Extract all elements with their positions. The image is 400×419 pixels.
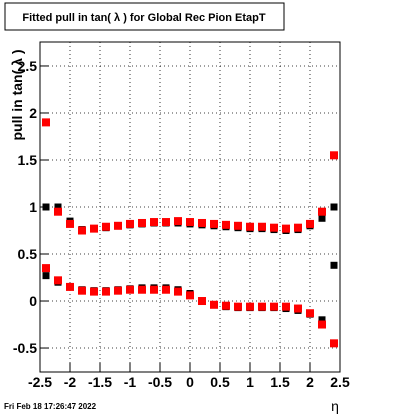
marker — [78, 286, 86, 295]
marker — [186, 218, 194, 227]
marker — [330, 203, 338, 211]
marker — [234, 302, 242, 311]
marker — [174, 287, 182, 296]
marker — [150, 285, 158, 294]
marker — [318, 214, 326, 222]
marker — [42, 272, 50, 280]
marker — [210, 300, 218, 309]
marker — [126, 219, 134, 228]
marker — [318, 316, 326, 324]
y-tick-label: 1.5 — [18, 152, 38, 168]
x-tick-label: -0.5 — [148, 374, 172, 390]
marker — [198, 218, 206, 227]
marker — [186, 291, 194, 300]
marker — [282, 302, 290, 311]
y-tick-label: 0 — [29, 293, 37, 309]
marker — [294, 223, 302, 232]
marker — [102, 287, 110, 296]
marker — [138, 285, 146, 294]
marker — [54, 276, 62, 285]
marker — [114, 221, 122, 230]
marker — [330, 151, 338, 160]
marker — [246, 222, 254, 231]
x-tick-label: 2 — [306, 374, 314, 390]
marker — [138, 218, 146, 227]
chart-title: Fitted pull in tan( λ ) for Global Rec P… — [22, 12, 266, 24]
marker — [90, 287, 98, 296]
marker — [258, 222, 266, 231]
marker — [246, 302, 254, 311]
y-tick-label: 0.5 — [18, 246, 38, 262]
marker — [318, 320, 326, 329]
y-tick-label: 2.5 — [18, 58, 38, 74]
marker — [42, 264, 50, 273]
marker — [42, 118, 50, 127]
x-tick-label: 2.5 — [330, 374, 350, 390]
x-tick-label: -1 — [124, 374, 137, 390]
x-tick-label: -2.5 — [28, 374, 52, 390]
marker — [294, 304, 302, 313]
marker — [234, 221, 242, 230]
marker — [174, 217, 182, 226]
y-tick-label: -0.5 — [13, 340, 37, 356]
marker — [282, 224, 290, 233]
marker — [306, 309, 314, 318]
x-axis-label: η — [331, 398, 339, 414]
timestamp: Fri Feb 18 17:26:47 2022 — [4, 402, 97, 411]
y-tick-label: 1 — [29, 199, 37, 215]
marker — [66, 282, 74, 291]
marker — [210, 219, 218, 228]
marker — [150, 218, 158, 227]
y-tick-label: 2 — [29, 105, 37, 121]
marker — [90, 224, 98, 233]
x-tick-label: 1.5 — [270, 374, 290, 390]
marker — [78, 226, 86, 235]
marker — [330, 339, 338, 348]
marker — [54, 207, 62, 216]
marker — [162, 218, 170, 227]
y-axis-label: pull in tan( λ ) — [9, 50, 25, 141]
title-box — [4, 2, 285, 31]
marker — [330, 261, 338, 269]
marker — [318, 207, 326, 216]
marker — [198, 297, 206, 306]
marker — [102, 222, 110, 231]
marker — [42, 203, 50, 211]
x-tick-label: 0.5 — [210, 374, 230, 390]
marker — [126, 285, 134, 294]
x-tick-label: 0 — [186, 374, 194, 390]
marker — [162, 285, 170, 294]
marker — [222, 301, 230, 310]
marker — [270, 302, 278, 311]
marker — [66, 219, 74, 228]
marker — [114, 286, 122, 295]
marker — [270, 223, 278, 232]
marker — [306, 219, 314, 228]
marker — [54, 203, 62, 211]
x-tick-label: 1 — [246, 374, 254, 390]
marker — [222, 220, 230, 229]
x-tick-label: -1.5 — [88, 374, 112, 390]
marker — [258, 302, 266, 311]
x-tick-label: -2 — [64, 374, 77, 390]
